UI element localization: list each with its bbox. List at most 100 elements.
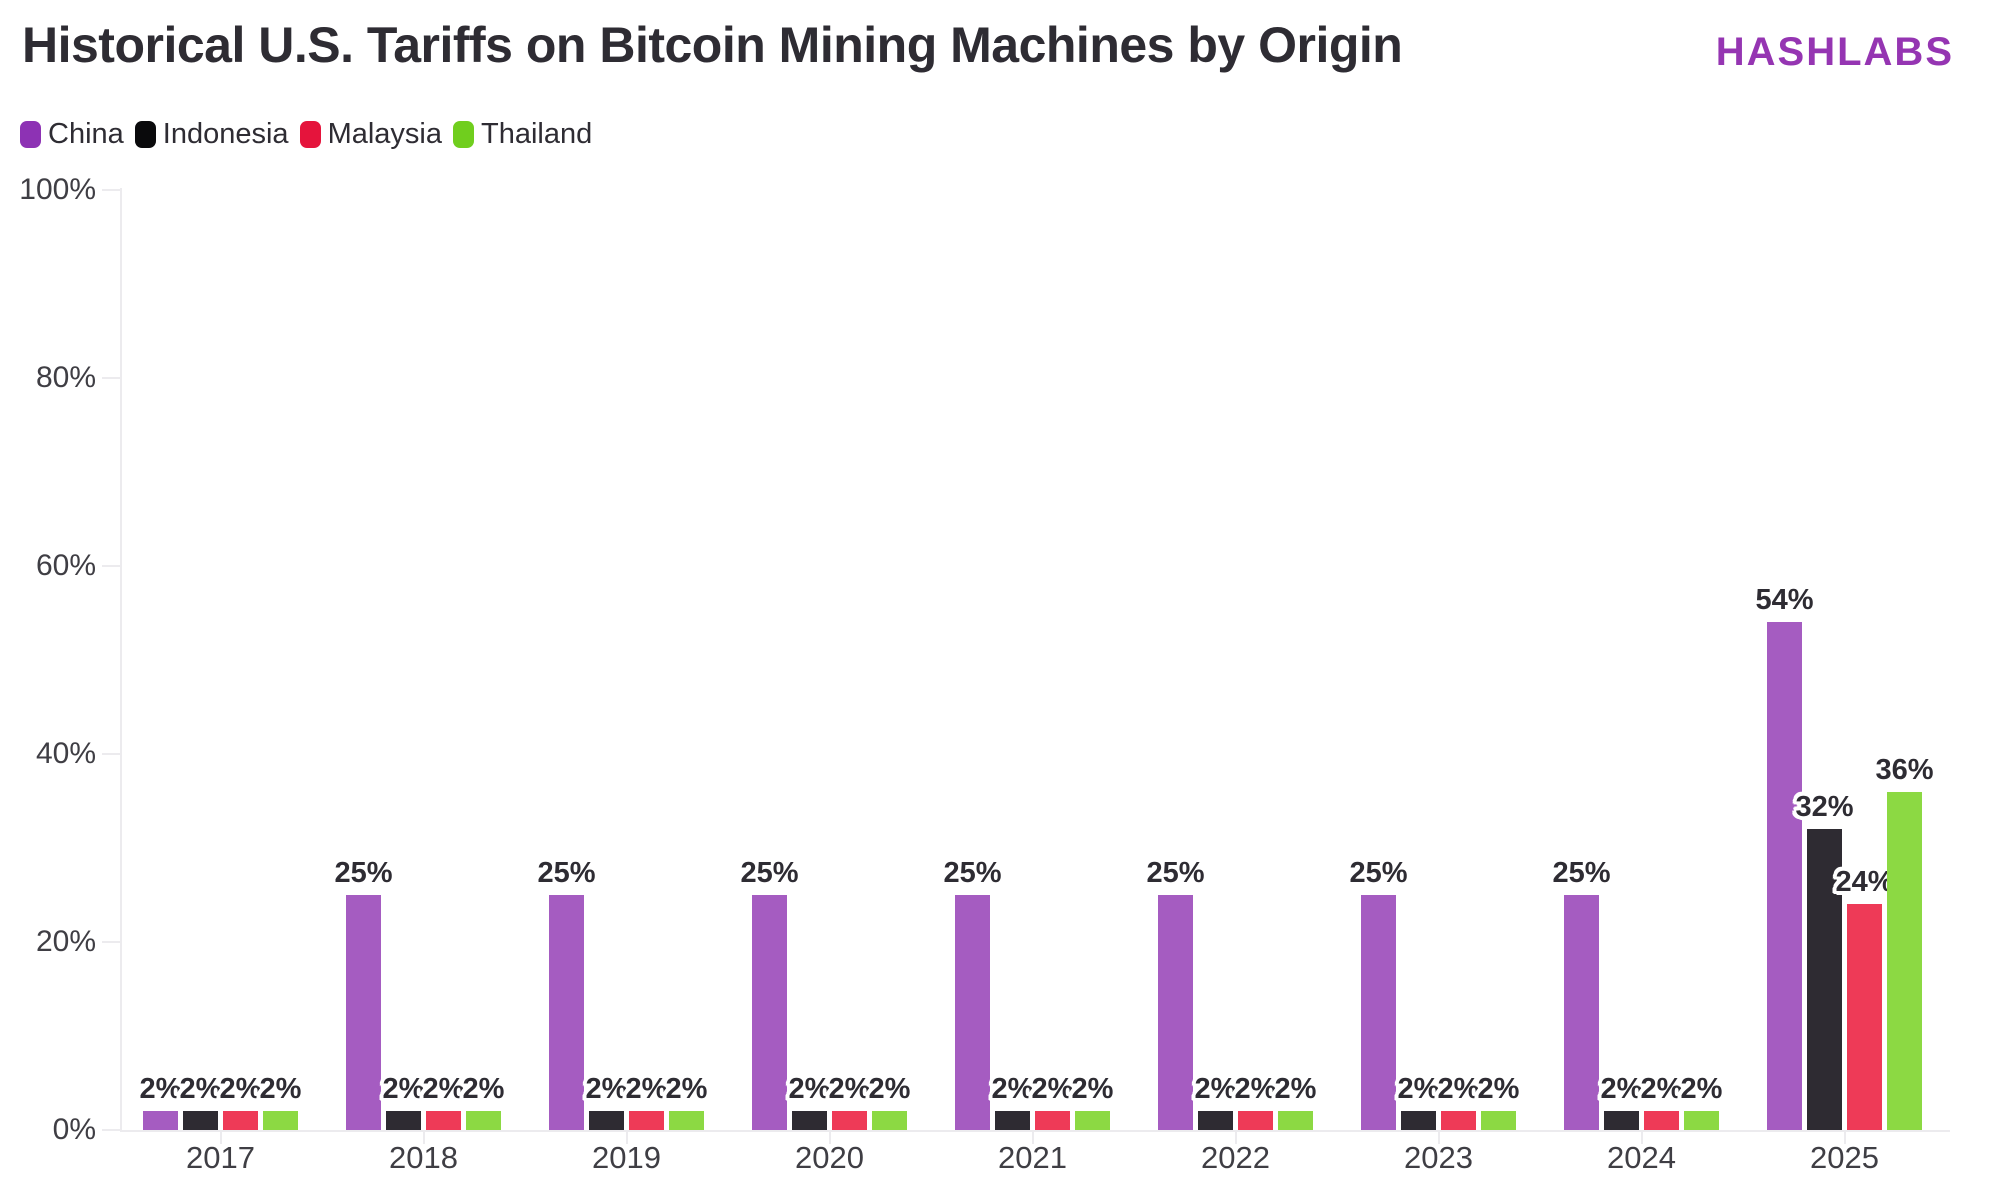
bar-value-label: 2% bbox=[585, 1073, 628, 1106]
bar-china: 25% bbox=[740, 857, 799, 1130]
bar-indonesia: 2% bbox=[1195, 1073, 1236, 1130]
legend-swatch-icon bbox=[20, 121, 41, 148]
bar-group: 25% 2% 2% 2% bbox=[537, 857, 707, 1130]
bar-value-label: 2% bbox=[422, 1073, 465, 1106]
y-tick-label: 100% bbox=[19, 173, 96, 206]
y-axis-tick bbox=[102, 189, 120, 191]
x-tick-label: 2020 bbox=[795, 1140, 864, 1175]
bar-china: 25% bbox=[1349, 857, 1408, 1130]
bar-group: 54% 32% 24% 36% bbox=[1755, 584, 1934, 1130]
bar-value-label: 25% bbox=[1146, 857, 1205, 889]
bar-value-label: 2% bbox=[868, 1073, 911, 1106]
bar-indonesia: 2% bbox=[180, 1073, 221, 1130]
bar-value-label: 2% bbox=[991, 1073, 1034, 1106]
bar-value-label: 2% bbox=[462, 1073, 505, 1106]
x-tick-label: 2024 bbox=[1607, 1140, 1676, 1175]
bar-value-label: 2% bbox=[625, 1073, 668, 1106]
bar-group: 25% 2% 2% 2% bbox=[1552, 857, 1722, 1130]
y-axis-line bbox=[120, 188, 122, 1132]
bar-group: 25% 2% 2% 2% bbox=[1146, 857, 1316, 1130]
bar-value-label: 25% bbox=[334, 857, 393, 889]
bar-indonesia: 2% bbox=[586, 1073, 627, 1130]
legend-swatch-icon bbox=[299, 121, 321, 148]
bar-china: 25% bbox=[537, 857, 596, 1130]
y-tick-label: 20% bbox=[35, 925, 96, 958]
bar-malaysia: 2% bbox=[626, 1073, 667, 1130]
bar-malaysia: 2% bbox=[1641, 1073, 1682, 1130]
bar-value-label: 2% bbox=[219, 1073, 262, 1106]
bar-china: 54% bbox=[1755, 584, 1814, 1130]
brand-logo: HASHLABS bbox=[1715, 30, 1954, 74]
bar-thailand: 2% bbox=[463, 1073, 504, 1130]
bar-malaysia: 2% bbox=[220, 1073, 261, 1130]
bar-value-label: 24% bbox=[1835, 866, 1894, 899]
legend-item-china: China bbox=[20, 118, 124, 151]
bar-thailand: 2% bbox=[1681, 1073, 1722, 1130]
bar-thailand: 2% bbox=[869, 1073, 910, 1130]
legend-label: Thailand bbox=[481, 118, 593, 150]
bar-group: 25% 2% 2% 2% bbox=[943, 857, 1113, 1130]
bar-value-label: 2% bbox=[1234, 1073, 1277, 1106]
bar-indonesia: 2% bbox=[789, 1073, 830, 1130]
chart-title: Historical U.S. Tariffs on Bitcoin Minin… bbox=[22, 17, 1403, 73]
x-tick-label: 2017 bbox=[186, 1140, 255, 1175]
bar-indonesia: 2% bbox=[1398, 1073, 1439, 1130]
legend-label: Malaysia bbox=[327, 118, 442, 150]
legend: China Indonesia Malaysia Thailand bbox=[20, 118, 592, 151]
legend-swatch-icon bbox=[453, 121, 474, 148]
y-tick-label: 0% bbox=[52, 1113, 96, 1146]
bar-value-label: 2% bbox=[1680, 1073, 1723, 1106]
bar-value-label: 2% bbox=[1397, 1073, 1440, 1106]
x-axis-tick bbox=[1640, 1130, 1643, 1144]
bar-malaysia: 2% bbox=[1438, 1073, 1479, 1130]
bar-value-label: 2% bbox=[259, 1073, 302, 1106]
bar-value-label: 2% bbox=[1437, 1073, 1480, 1106]
y-axis-tick bbox=[102, 1129, 120, 1131]
bar-indonesia: 2% bbox=[1601, 1073, 1642, 1130]
bar-thailand: 2% bbox=[1478, 1073, 1519, 1130]
bar-malaysia: 24% bbox=[1835, 866, 1894, 1130]
bar-value-label: 25% bbox=[1349, 857, 1408, 889]
bar-value-label: 2% bbox=[1031, 1073, 1074, 1106]
x-tick-label: 2022 bbox=[1201, 1140, 1270, 1175]
bar-value-label: 25% bbox=[740, 857, 799, 889]
bar-value-label: 2% bbox=[1071, 1073, 1114, 1106]
bar-china: 25% bbox=[943, 857, 1002, 1130]
bar-value-label: 2% bbox=[382, 1073, 425, 1106]
bar-value-label: 2% bbox=[665, 1073, 708, 1106]
x-axis-line bbox=[120, 1130, 1950, 1132]
bar-malaysia: 2% bbox=[1235, 1073, 1276, 1130]
bar-malaysia: 2% bbox=[829, 1073, 870, 1130]
bar-china: 2% bbox=[140, 1073, 181, 1130]
bar-value-label: 2% bbox=[139, 1073, 182, 1106]
legend-item-indonesia: Indonesia bbox=[134, 118, 289, 151]
x-axis-tick bbox=[1843, 1130, 1846, 1144]
bar-china: 25% bbox=[1146, 857, 1205, 1130]
bar-value-label: 2% bbox=[1274, 1073, 1317, 1106]
x-axis-tick bbox=[422, 1130, 425, 1144]
legend-label: China bbox=[48, 118, 124, 150]
x-tick-label: 2023 bbox=[1404, 1140, 1473, 1175]
bar-thailand: 36% bbox=[1875, 754, 1934, 1130]
bar-value-label: 2% bbox=[1600, 1073, 1643, 1106]
bar-value-label: 54% bbox=[1755, 584, 1814, 617]
bar-value-label: 2% bbox=[1477, 1073, 1520, 1106]
x-axis-tick bbox=[1437, 1130, 1440, 1144]
x-tick-label: 2025 bbox=[1810, 1140, 1879, 1175]
y-axis-tick bbox=[102, 377, 120, 379]
legend-swatch-icon bbox=[134, 121, 156, 148]
x-axis-tick bbox=[625, 1130, 628, 1144]
bar-value-label: 2% bbox=[1194, 1073, 1237, 1106]
bar-value-label: 2% bbox=[179, 1073, 222, 1106]
y-tick-label: 80% bbox=[35, 361, 96, 394]
x-tick-label: 2019 bbox=[592, 1140, 661, 1175]
bar-malaysia: 2% bbox=[1032, 1073, 1073, 1130]
x-axis-tick bbox=[1031, 1130, 1034, 1144]
bar-group: 25% 2% 2% 2% bbox=[334, 857, 504, 1130]
bar-group: 2% 2% 2% 2% bbox=[140, 1073, 301, 1130]
bar-china: 25% bbox=[1552, 857, 1611, 1130]
x-axis-tick bbox=[828, 1130, 831, 1144]
legend-item-thailand: Thailand bbox=[453, 118, 592, 151]
